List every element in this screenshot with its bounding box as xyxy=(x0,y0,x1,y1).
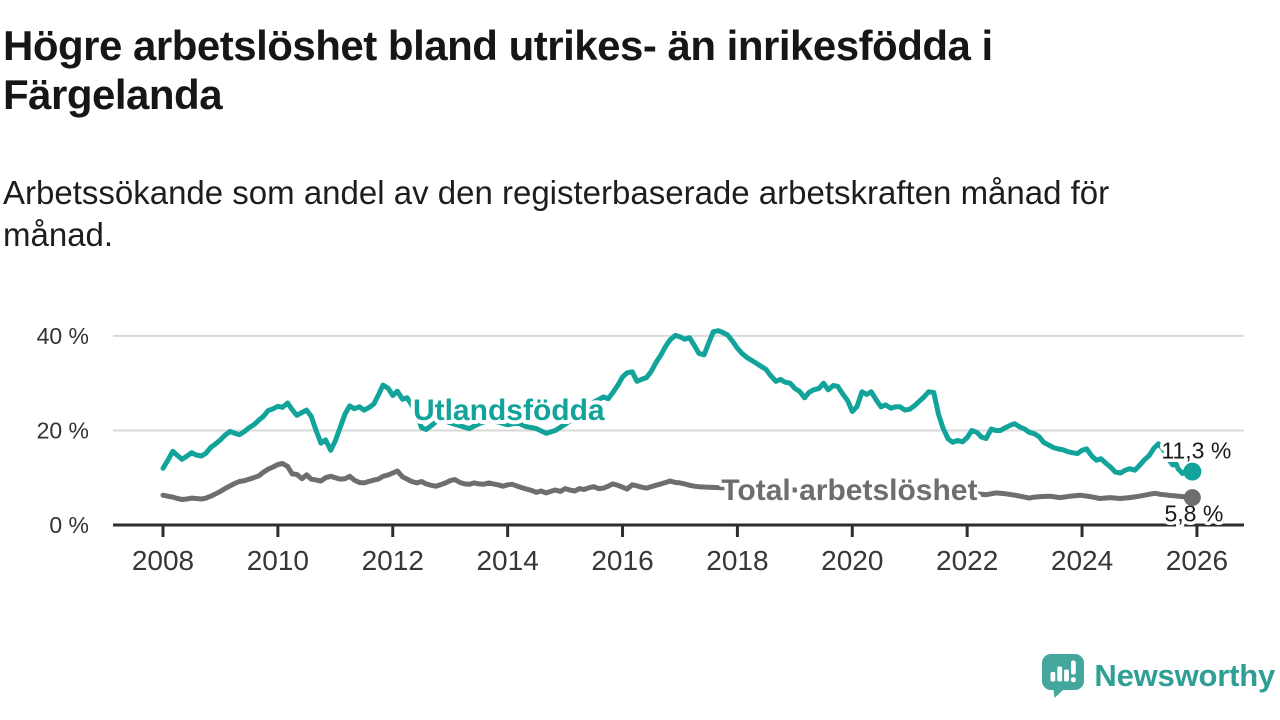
x-tick-label: 2016 xyxy=(591,545,653,576)
x-tick-label: 2018 xyxy=(706,545,768,576)
x-tick-label: 2022 xyxy=(936,545,998,576)
series-line-total-arbetsl-shet xyxy=(160,461,1195,502)
series-end-dot xyxy=(1183,462,1202,481)
newsworthy-logo-icon xyxy=(1042,654,1085,698)
y-tick-label: 20 % xyxy=(37,417,89,443)
x-tick-label: 2020 xyxy=(821,545,883,576)
end-value-label: 11,3 % xyxy=(1161,438,1231,464)
speech-bubble-shape xyxy=(1042,654,1085,698)
series-end-dot xyxy=(1183,489,1201,507)
series-label: Total arbetslöshet xyxy=(721,474,977,507)
page-title: Högre arbetslöshet bland utrikes- än inr… xyxy=(3,22,993,118)
series-line-utlandsf-dda xyxy=(160,328,1195,476)
exclamation-stem xyxy=(1071,660,1077,675)
x-tick-label: 2014 xyxy=(476,545,538,576)
y-tick-label: 0 % xyxy=(49,512,89,538)
x-tick-label: 2024 xyxy=(1051,545,1113,576)
branding-footer: Newsworthy xyxy=(1041,653,1275,698)
bar-short xyxy=(1050,672,1056,682)
exclamation-dot xyxy=(1071,677,1077,683)
bar-tall xyxy=(1057,666,1063,682)
x-tick-label: 2008 xyxy=(132,545,194,576)
series-label: Utlandsfödda xyxy=(413,394,605,427)
chart-subtitle: Arbetssökande som andel av den registerb… xyxy=(3,174,1110,253)
x-tick-label: 2026 xyxy=(1166,545,1228,576)
x-tick-label: 2012 xyxy=(362,545,424,576)
x-tick-label: 2010 xyxy=(247,545,309,576)
bar-medium xyxy=(1064,669,1070,682)
y-tick-label: 40 % xyxy=(37,323,89,349)
newsworthy-logo-text: Newsworthy xyxy=(1094,657,1275,693)
